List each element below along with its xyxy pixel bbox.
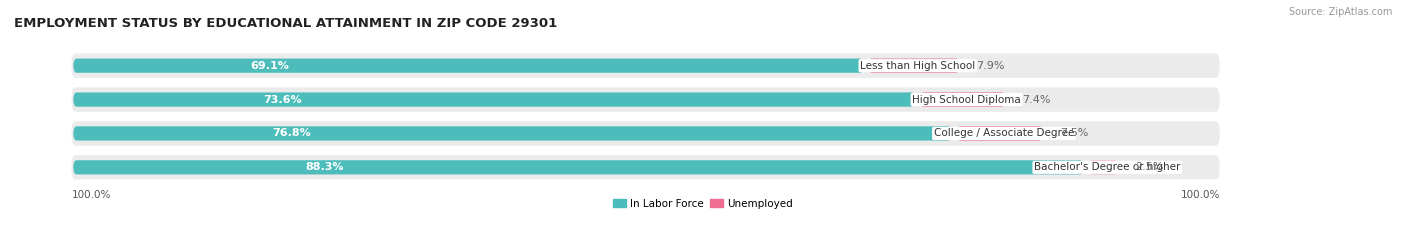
FancyBboxPatch shape [73, 160, 1084, 175]
Text: 7.4%: 7.4% [1022, 95, 1050, 105]
Text: Source: ZipAtlas.com: Source: ZipAtlas.com [1288, 7, 1392, 17]
Text: 2.5%: 2.5% [1135, 162, 1163, 172]
FancyBboxPatch shape [73, 93, 915, 107]
Text: 73.6%: 73.6% [263, 95, 302, 105]
FancyBboxPatch shape [72, 87, 1220, 112]
FancyBboxPatch shape [72, 121, 1220, 146]
FancyBboxPatch shape [73, 126, 952, 140]
Text: 88.3%: 88.3% [305, 162, 344, 172]
Text: College / Associate Degree: College / Associate Degree [934, 128, 1074, 138]
FancyBboxPatch shape [920, 93, 1005, 107]
FancyBboxPatch shape [956, 126, 1043, 140]
Text: Bachelor's Degree or higher: Bachelor's Degree or higher [1033, 162, 1181, 172]
Text: EMPLOYMENT STATUS BY EDUCATIONAL ATTAINMENT IN ZIP CODE 29301: EMPLOYMENT STATUS BY EDUCATIONAL ATTAINM… [14, 17, 557, 30]
FancyBboxPatch shape [73, 58, 863, 73]
Text: 7.5%: 7.5% [1060, 128, 1088, 138]
Text: 76.8%: 76.8% [273, 128, 311, 138]
Text: Less than High School: Less than High School [860, 61, 976, 71]
FancyBboxPatch shape [72, 155, 1220, 180]
Text: 100.0%: 100.0% [72, 190, 111, 200]
Text: 69.1%: 69.1% [250, 61, 290, 71]
FancyBboxPatch shape [1088, 160, 1118, 175]
Legend: In Labor Force, Unemployed: In Labor Force, Unemployed [609, 194, 797, 213]
FancyBboxPatch shape [72, 53, 1220, 78]
Text: 7.9%: 7.9% [976, 61, 1005, 71]
Text: High School Diploma: High School Diploma [912, 95, 1021, 105]
Text: 100.0%: 100.0% [1180, 190, 1220, 200]
FancyBboxPatch shape [869, 58, 959, 73]
